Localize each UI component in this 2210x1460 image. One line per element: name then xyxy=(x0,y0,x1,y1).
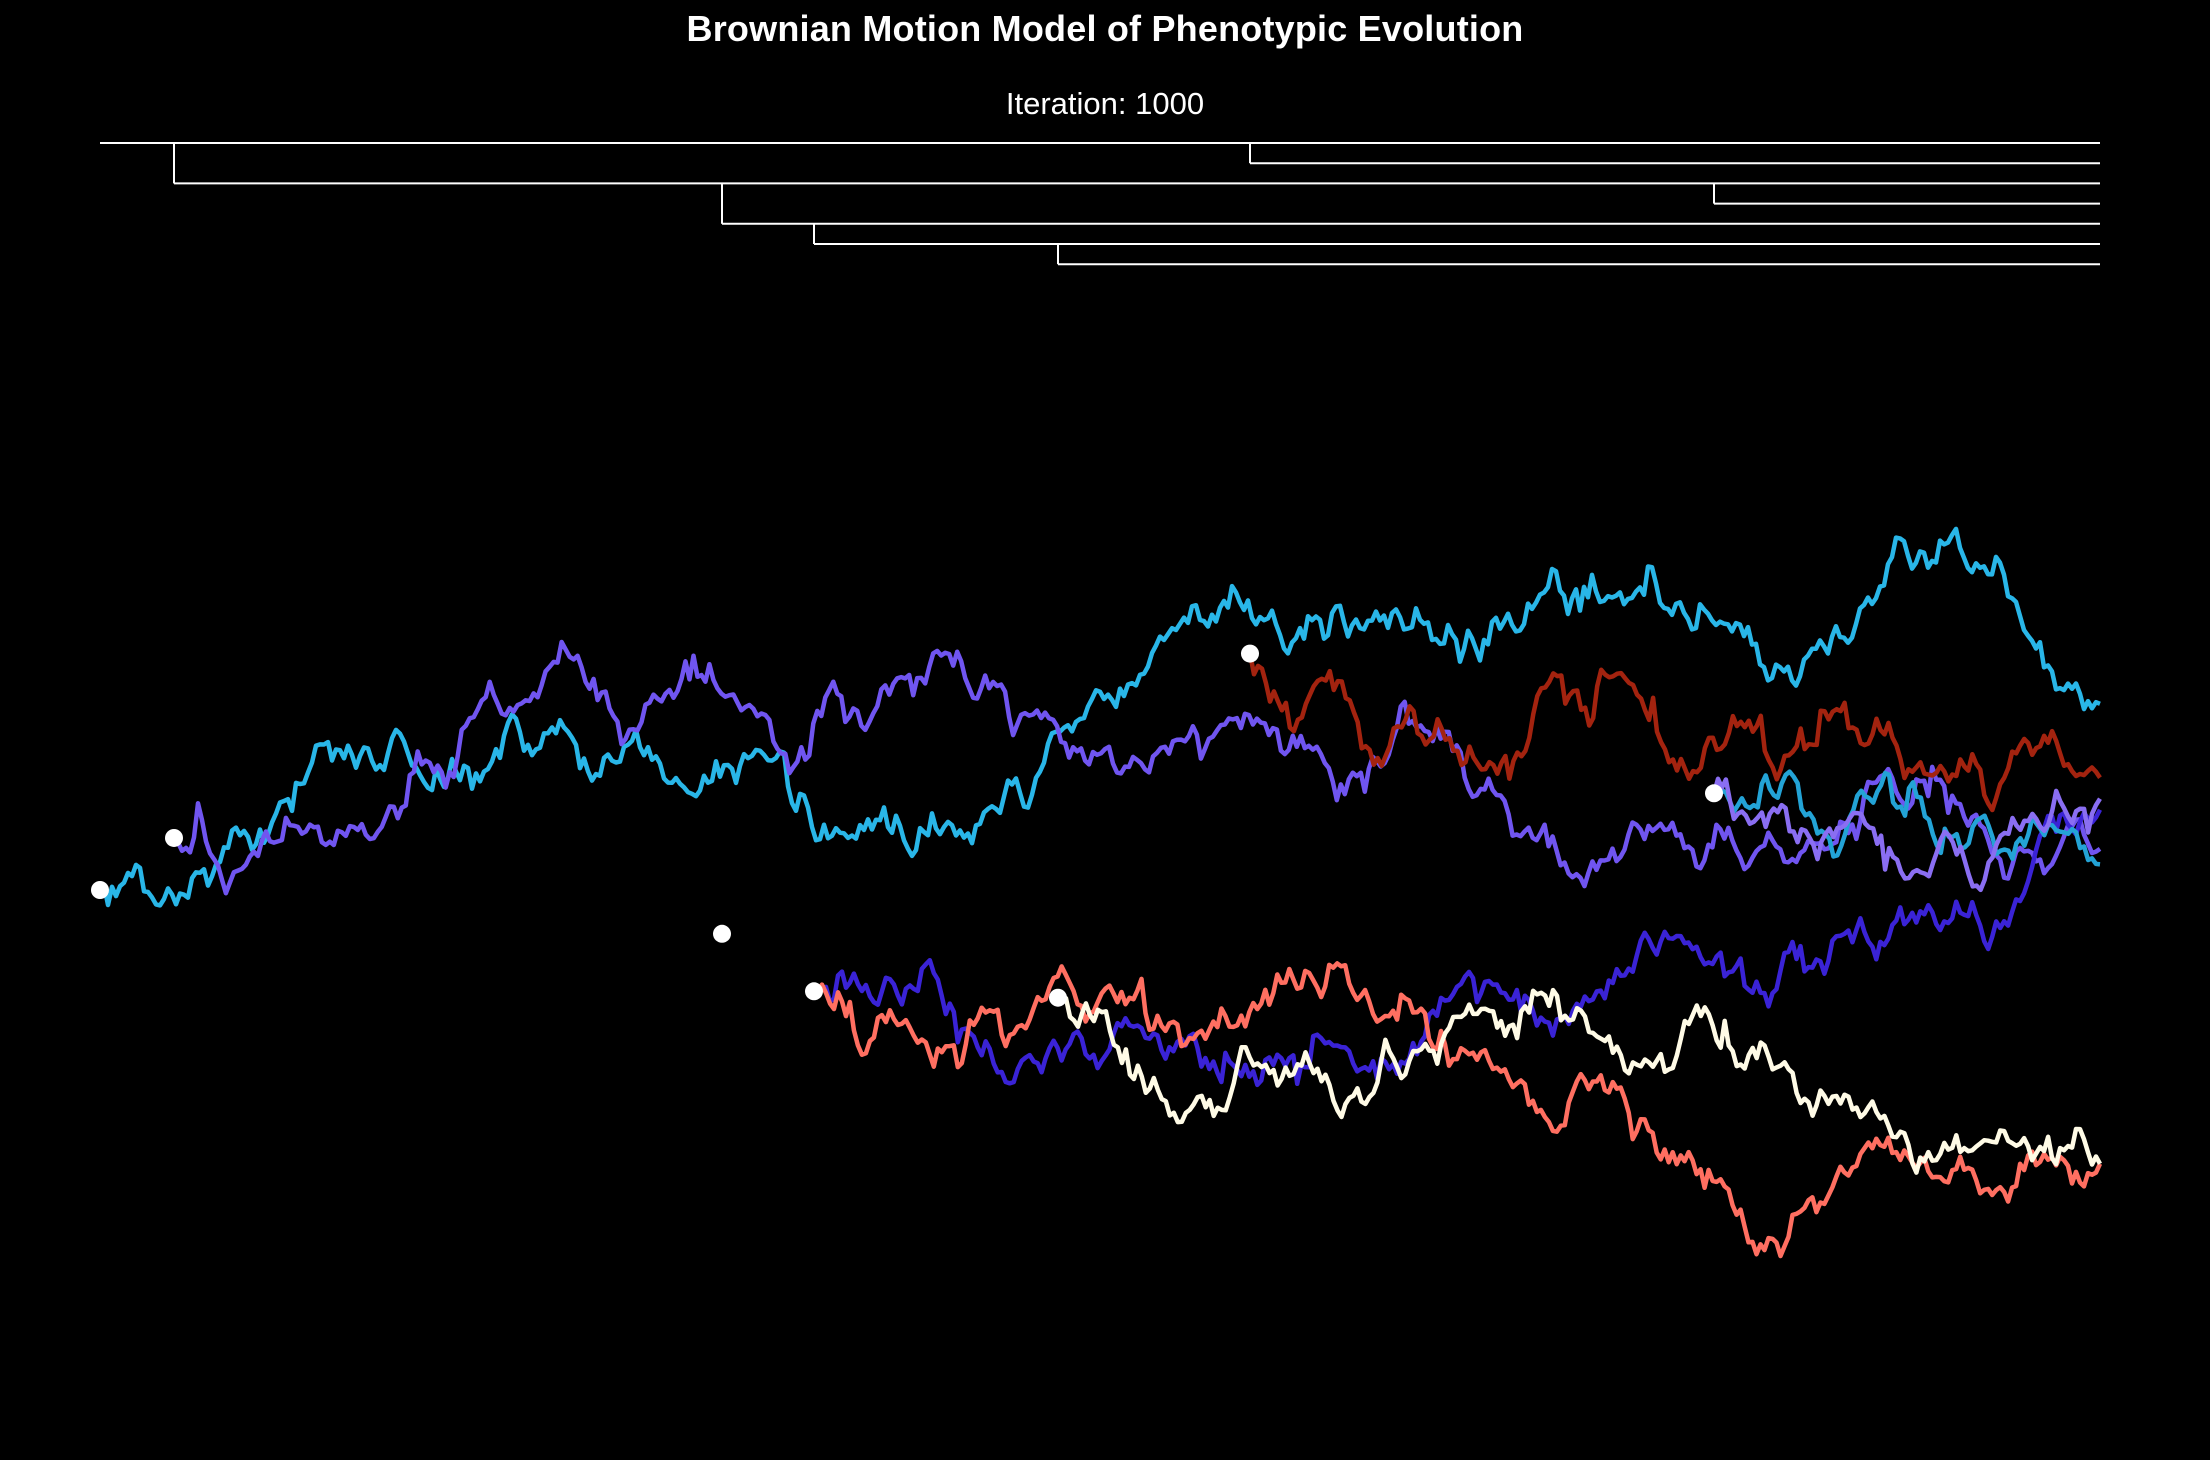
chart-title: Brownian Motion Model of Phenotypic Evol… xyxy=(686,8,1524,49)
trait-series-line xyxy=(1247,653,2102,813)
iteration-counter: Iteration: 1000 xyxy=(1005,86,1205,121)
split-marker-dot xyxy=(805,982,823,1001)
trait-series-line xyxy=(813,961,2103,1259)
trait-series-line xyxy=(813,808,2102,1088)
trait-lines xyxy=(98,526,2103,1259)
split-marker-dot xyxy=(1705,784,1723,803)
split-marker-dot xyxy=(91,881,109,899)
trait-series-line xyxy=(172,639,2102,896)
split-marker-dot xyxy=(713,924,731,943)
trait-series-line xyxy=(98,526,2101,908)
trait-series-line xyxy=(1056,987,2102,1175)
trait-series-line xyxy=(1711,776,2102,893)
split-marker-dot xyxy=(1049,988,1067,1007)
split-marker-dot xyxy=(165,828,183,847)
split-markers xyxy=(91,644,1723,1007)
trait-series-line xyxy=(1711,769,2101,867)
split-marker-dot xyxy=(1241,644,1259,663)
phylogenetic-tree xyxy=(100,142,2100,266)
